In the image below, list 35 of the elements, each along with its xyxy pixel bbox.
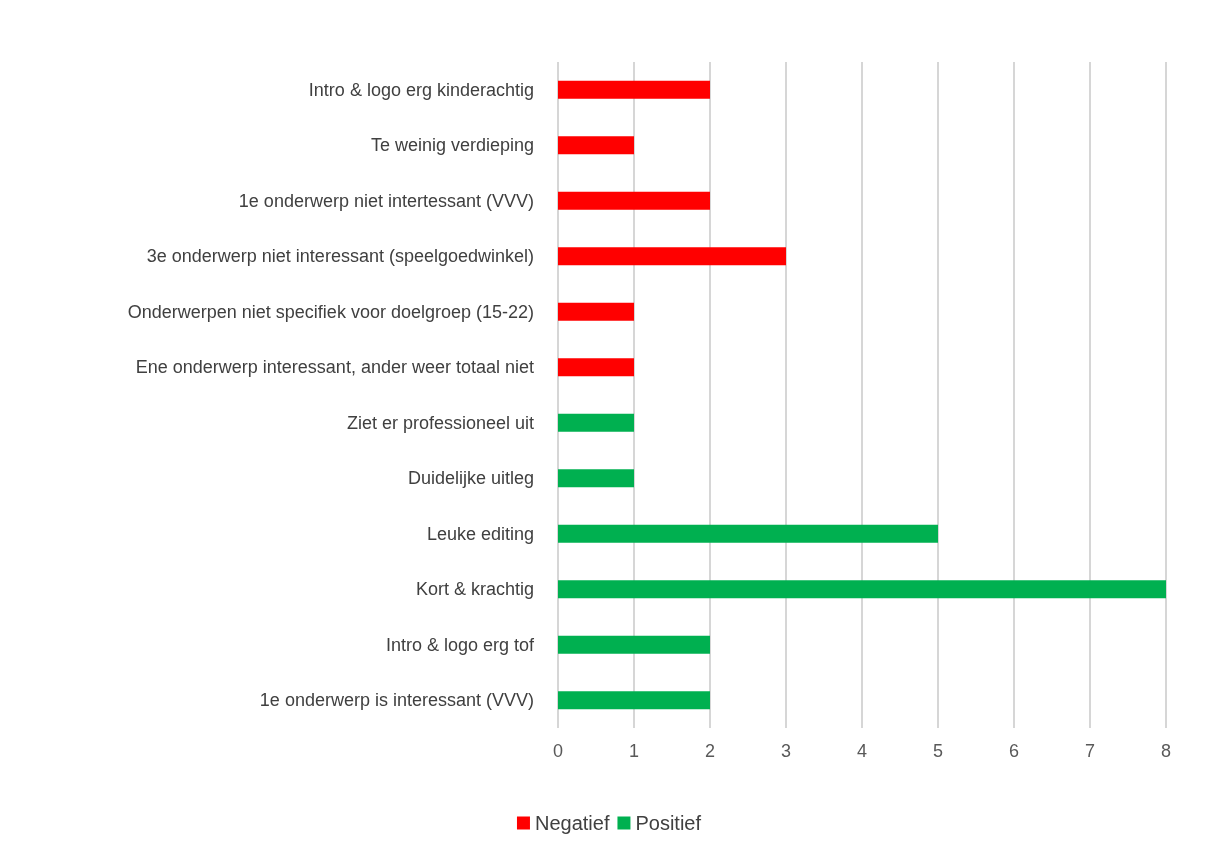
x-tick-label: 0 xyxy=(552,741,564,761)
y-tick-label: 1e onderwerp niet intertessant (VVV) xyxy=(238,190,534,211)
bar xyxy=(558,580,1166,599)
bar xyxy=(558,80,710,99)
y-tick-label: Duidelijke uitleg xyxy=(407,468,534,489)
y-tick-label: Ziet er professioneel uit xyxy=(346,412,534,433)
bar xyxy=(558,358,634,377)
bar xyxy=(558,413,634,432)
y-tick-label: Onderwerpen niet specifiek voor doelgroep (15-22) xyxy=(127,301,534,322)
bar xyxy=(558,302,634,321)
x-tick-label: 6 xyxy=(1008,741,1020,761)
x-tick-label: 5 xyxy=(932,741,944,761)
legend-label: Positief xyxy=(635,812,702,834)
x-tick-label: 4 xyxy=(856,741,868,761)
y-tick-label: Kort & krachtig xyxy=(415,579,534,600)
bar xyxy=(558,247,786,266)
y-tick-label: Leuke editing xyxy=(426,523,534,544)
x-tick-label: 1 xyxy=(628,741,640,761)
legend-label: Negatief xyxy=(534,812,610,834)
y-tick-label: Intro & logo erg kinderachtig xyxy=(308,79,534,100)
x-tick-label: 2 xyxy=(704,741,716,761)
bar xyxy=(558,191,710,210)
y-tick-label: Te weinig verdieping xyxy=(370,135,534,156)
bar xyxy=(558,691,710,710)
y-tick-label: Ene onderwerp interessant, ander weer totaal niet xyxy=(135,357,534,378)
x-tick-label: 7 xyxy=(1084,741,1096,761)
bar xyxy=(558,524,938,543)
bar xyxy=(558,635,710,654)
bar xyxy=(558,136,634,155)
y-tick-label: 1e onderwerp is interessant (VVV) xyxy=(259,690,534,711)
x-tick-label: 8 xyxy=(1160,741,1172,761)
x-tick-label: 3 xyxy=(780,741,792,761)
y-tick-label: 3e onderwerp niet interessant (speelgoedwinkel) xyxy=(146,246,534,267)
bar xyxy=(558,469,634,488)
y-tick-label: Intro & logo erg tof xyxy=(385,634,535,655)
